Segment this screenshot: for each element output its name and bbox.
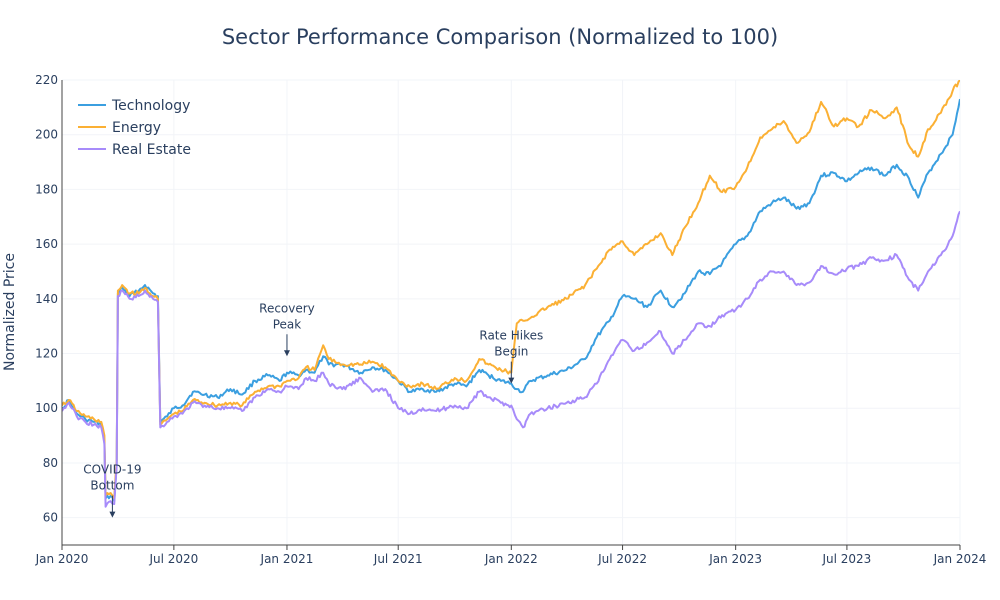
y-axis-label: Normalized Price <box>2 253 18 371</box>
x-tick-label: Jul 2021 <box>373 552 423 566</box>
y-tick-label: 120 <box>35 347 58 361</box>
legend-item-energy[interactable]: Energy <box>78 120 161 136</box>
x-tick-label: Jul 2022 <box>597 552 647 566</box>
x-tick-label: Jan 2024 <box>933 552 987 566</box>
annotations: COVID-19 Bottom Recovery Peak Rate Hikes Begi… <box>83 301 543 518</box>
legend-label: Energy <box>112 120 161 136</box>
annotation-text: Rate Hikes <box>479 329 543 343</box>
y-tick-label: 200 <box>35 128 58 142</box>
annotation-text: Recovery <box>259 301 315 315</box>
x-tick-label: Jan 2020 <box>35 552 89 566</box>
annotation-text: Peak <box>273 317 302 331</box>
annotation: COVID-19 Bottom <box>83 463 142 518</box>
series-layer <box>62 80 960 508</box>
y-tick-label: 80 <box>43 456 58 470</box>
y-tick-label: 160 <box>35 237 58 251</box>
chart-title: Sector Performance Comparison (Normalize… <box>222 25 778 49</box>
annotation: Recovery Peak <box>259 301 315 357</box>
annotation-arrow-head <box>283 350 290 357</box>
legend[interactable]: Technology Energy Real Estate <box>78 98 191 158</box>
annotation-text: Bottom <box>90 479 134 493</box>
legend-item-technology[interactable]: Technology <box>78 98 190 114</box>
grid <box>61 79 961 545</box>
annotation: Rate Hikes Begin <box>479 329 543 384</box>
y-tick-label: 60 <box>43 511 58 525</box>
legend-label: Technology <box>111 98 190 114</box>
legend-item-real-estate[interactable]: Real Estate <box>78 142 191 158</box>
legend-label: Real Estate <box>112 142 191 158</box>
annotation-text: COVID-19 <box>83 463 141 477</box>
y-tick-label: 220 <box>35 73 58 87</box>
x-tick-label: Jan 2021 <box>260 552 314 566</box>
x-tick-label: Jul 2023 <box>821 552 871 566</box>
series-line-real-estate <box>62 210 960 508</box>
series-line-technology <box>62 98 960 503</box>
x-tick-label: Jan 2023 <box>708 552 762 566</box>
y-tick-label: 100 <box>35 401 58 415</box>
x-tick-label: Jul 2020 <box>148 552 198 566</box>
annotation-arrow-head <box>109 511 116 518</box>
annotation-text: Begin <box>494 345 528 359</box>
annotation-arrow-head <box>508 377 515 384</box>
y-tick-label: 180 <box>35 182 58 196</box>
x-tick-label: Jan 2022 <box>484 552 538 566</box>
axes: 60 80 100 120 140 160 180 200 220 Jan 2020 Jul 202… <box>35 73 987 566</box>
y-tick-label: 140 <box>35 292 58 306</box>
